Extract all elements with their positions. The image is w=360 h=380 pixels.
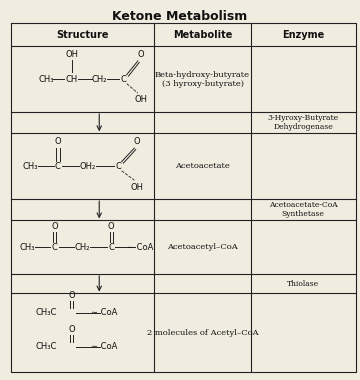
Text: OH₂: OH₂ bbox=[79, 162, 95, 171]
Text: ∼ CoA: ∼ CoA bbox=[91, 342, 118, 351]
Text: Thiolase: Thiolase bbox=[287, 280, 319, 288]
Text: ∼ CoA: ∼ CoA bbox=[91, 309, 118, 317]
Text: O: O bbox=[68, 325, 75, 334]
Text: O: O bbox=[68, 291, 75, 301]
Text: Enzyme: Enzyme bbox=[282, 30, 324, 40]
Text: CH₃: CH₃ bbox=[38, 74, 54, 84]
Text: O: O bbox=[55, 137, 61, 146]
Text: CH₂: CH₂ bbox=[74, 243, 90, 252]
Text: C: C bbox=[51, 243, 58, 252]
Text: Acetoacetyl–CoA: Acetoacetyl–CoA bbox=[167, 243, 238, 251]
Text: OH: OH bbox=[131, 182, 144, 192]
Text: O: O bbox=[108, 222, 114, 231]
Text: Metabolite: Metabolite bbox=[173, 30, 232, 40]
Text: Structure: Structure bbox=[57, 30, 109, 40]
Text: CH: CH bbox=[66, 74, 78, 84]
Text: CH₃: CH₃ bbox=[23, 162, 38, 171]
Text: 2 molecules of Acetyl–CoA: 2 molecules of Acetyl–CoA bbox=[147, 329, 258, 337]
Text: Acetoacetate-CoA
Synthetase: Acetoacetate-CoA Synthetase bbox=[269, 201, 338, 218]
Text: Ketone Metabolism: Ketone Metabolism bbox=[112, 10, 248, 23]
Text: 3-Hyroxy-Butyrate
Dehydrogenase: 3-Hyroxy-Butyrate Dehydrogenase bbox=[267, 114, 339, 131]
Text: CH₂: CH₂ bbox=[91, 74, 107, 84]
Text: Beta-hydroxy-butyrate
(3 hyroxy-butyrate): Beta-hydroxy-butyrate (3 hyroxy-butyrate… bbox=[155, 71, 250, 88]
Text: O: O bbox=[137, 50, 144, 59]
Text: C: C bbox=[55, 162, 61, 171]
Text: OH: OH bbox=[134, 95, 147, 104]
Text: CH₃C: CH₃C bbox=[35, 342, 57, 351]
Text: Acetoacetate: Acetoacetate bbox=[175, 162, 230, 170]
Text: ∼ CoA: ∼ CoA bbox=[127, 243, 154, 252]
Text: O: O bbox=[51, 222, 58, 231]
Text: CH₃C: CH₃C bbox=[35, 309, 57, 317]
Text: C: C bbox=[120, 74, 126, 84]
Text: CH₃: CH₃ bbox=[19, 243, 35, 252]
Text: O: O bbox=[134, 137, 140, 146]
Text: C: C bbox=[108, 243, 114, 252]
Text: OH: OH bbox=[65, 50, 78, 59]
Text: C: C bbox=[115, 162, 121, 171]
